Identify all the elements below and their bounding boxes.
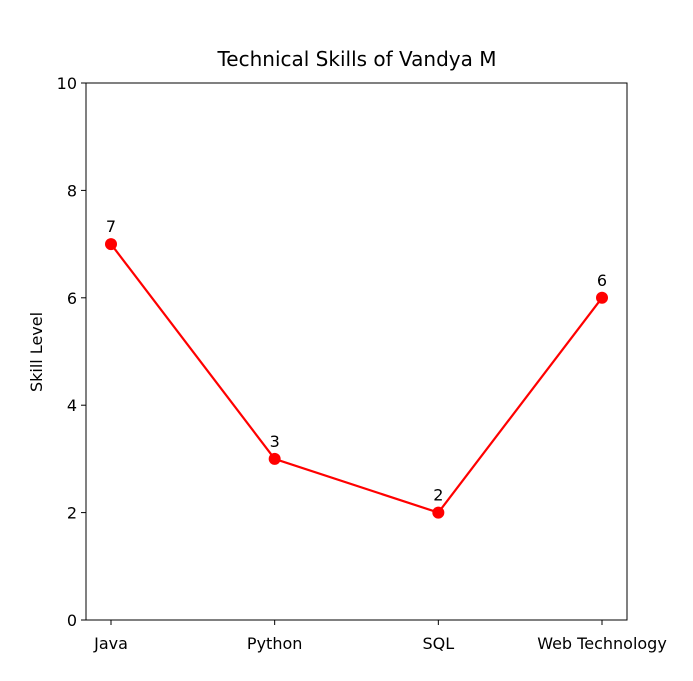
- y-tick-label: 2: [67, 504, 77, 523]
- x-tick-label: SQL: [422, 634, 454, 653]
- data-point-marker: [596, 291, 608, 304]
- data-point-marker: [268, 452, 281, 465]
- series-line: [110, 243, 603, 514]
- x-tick-label: Python: [247, 634, 302, 653]
- x-tick-label: Java: [93, 634, 128, 653]
- y-tick-label: 0: [67, 611, 77, 630]
- chart-title: Technical Skills of Vandya M: [216, 47, 496, 71]
- plot-area: 0 2 4 6 8 10 Java Python SQL Web Technology 7 3 2 6: [57, 74, 667, 653]
- y-axis-label: Skill Level: [27, 312, 46, 392]
- data-point-marker: [432, 506, 445, 519]
- data-label: 7: [106, 217, 116, 236]
- y-tick-label: 6: [67, 289, 77, 308]
- y-tick-label: 4: [67, 396, 77, 415]
- data-label: 6: [597, 271, 607, 290]
- data-label: 3: [270, 432, 280, 451]
- x-tick-label: Web Technology: [537, 634, 667, 653]
- y-tick-label: 10: [57, 74, 77, 93]
- y-tick-label: 8: [67, 181, 77, 200]
- plot-frame: [85, 82, 628, 621]
- data-point-marker: [105, 238, 117, 251]
- data-label: 2: [433, 486, 443, 505]
